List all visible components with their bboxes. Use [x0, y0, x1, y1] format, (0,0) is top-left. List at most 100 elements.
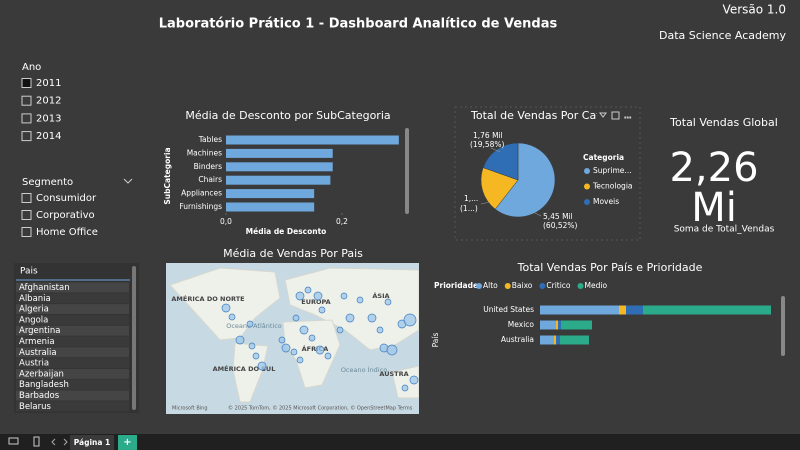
map-bubble[interactable]	[386, 344, 398, 356]
pie-slice[interactable]	[494, 142, 556, 218]
kpi-label: Soma de Total_Vendas	[674, 225, 775, 235]
map-bubble[interactable]	[221, 303, 231, 313]
bar[interactable]	[226, 148, 333, 158]
map-bubble[interactable]	[356, 296, 364, 304]
bar-segment[interactable]	[561, 320, 592, 330]
map-bubble[interactable]	[304, 286, 312, 294]
bar-segment[interactable]	[619, 305, 626, 315]
bar-segment[interactable]	[643, 305, 771, 315]
list-row	[16, 358, 129, 369]
bar-segment[interactable]	[626, 305, 643, 315]
map-bubble[interactable]	[324, 352, 332, 360]
map-brand: Microsoft Bing	[172, 406, 208, 412]
tab-label[interactable]: Página 1	[74, 438, 111, 447]
map-bubble[interactable]	[340, 292, 348, 300]
mobile-icon[interactable]	[33, 436, 40, 447]
slicer-option[interactable]: Home Office	[36, 227, 98, 238]
desktop-icon[interactable]	[8, 437, 19, 445]
checkbox[interactable]	[21, 227, 32, 237]
map-bubble[interactable]	[299, 325, 309, 335]
map-bubble[interactable]	[409, 375, 419, 385]
map-bubble[interactable]	[296, 356, 304, 364]
bar-segment[interactable]	[556, 335, 560, 345]
bar-segment[interactable]	[540, 305, 619, 315]
chevron[interactable]	[123, 178, 133, 184]
slicer-option[interactable]: Armenia	[19, 337, 55, 347]
map-bubble[interactable]	[246, 320, 254, 328]
map-bubble[interactable]	[313, 291, 323, 301]
slicer-option[interactable]: Azerbaijan	[19, 369, 64, 379]
slicer-option[interactable]: 2013	[36, 113, 61, 124]
map-bubble[interactable]	[295, 291, 305, 301]
checkbox[interactable]	[21, 131, 32, 142]
scrollbar[interactable]	[405, 128, 409, 214]
visual-toolbar[interactable]: …	[599, 111, 632, 121]
tab[interactable]	[70, 435, 114, 450]
bar[interactable]	[226, 162, 333, 172]
map-bubble[interactable]	[290, 348, 298, 356]
pie-slice[interactable]	[482, 142, 519, 181]
slicer-option[interactable]: Algeria	[19, 305, 49, 315]
map-bubble[interactable]	[345, 313, 355, 323]
slicer-option[interactable]: Corporativo	[36, 210, 95, 221]
slicer-option[interactable]: 2014	[36, 131, 61, 142]
data-label: (60,52%)	[543, 221, 578, 230]
map-bubble[interactable]	[252, 352, 260, 360]
scrollbar[interactable]	[781, 296, 785, 356]
map-bubble[interactable]	[257, 361, 267, 371]
slicer-option[interactable]: Angola	[19, 315, 48, 325]
map-bubble[interactable]	[278, 336, 286, 344]
pie-slice[interactable]	[480, 167, 519, 210]
nav-arrows[interactable]	[51, 438, 68, 446]
add-tab-label[interactable]: +	[123, 437, 131, 448]
legend-label: Tecnologia	[592, 182, 633, 191]
map-bubble[interactable]	[281, 343, 291, 353]
map-bubble[interactable]	[336, 326, 344, 334]
bar-segment[interactable]	[560, 335, 589, 345]
map-bubble[interactable]	[318, 306, 326, 314]
kpi-value: 2,26	[669, 145, 758, 191]
checkbox[interactable]	[21, 95, 32, 106]
map-bubble[interactable]	[308, 334, 316, 342]
scrollbar[interactable]	[132, 266, 136, 410]
y-axis-label: SubCategoria	[163, 147, 172, 204]
checkbox[interactable]	[21, 78, 32, 88]
slicer-option[interactable]: Afghanistan	[19, 283, 70, 293]
bar[interactable]	[226, 202, 315, 212]
bar[interactable]	[226, 175, 331, 185]
slicer-option[interactable]: Austria	[19, 359, 49, 369]
map-bubble[interactable]	[248, 342, 256, 350]
slicer-option[interactable]: Australia	[19, 348, 57, 358]
map-bubble[interactable]	[235, 335, 245, 345]
map-bubble[interactable]	[401, 384, 409, 392]
map-bubble[interactable]	[376, 326, 384, 334]
map[interactable]	[166, 263, 419, 414]
bar-segment[interactable]	[558, 320, 561, 330]
checkbox[interactable]	[21, 210, 32, 220]
slicer-option[interactable]: Albania	[19, 294, 51, 304]
slicer-option[interactable]: Consumidor	[36, 193, 97, 204]
bar-segment[interactable]	[556, 320, 558, 330]
bar[interactable]	[226, 189, 315, 199]
map-bubble[interactable]	[228, 313, 236, 321]
bar-segment[interactable]	[540, 335, 554, 345]
add-tab[interactable]	[118, 435, 137, 450]
map-bubble[interactable]	[403, 313, 417, 327]
slicer-option[interactable]: 2012	[36, 96, 61, 107]
slicer-option[interactable]: 2011	[36, 78, 61, 89]
list-row	[16, 401, 129, 412]
slicer-option[interactable]: Argentina	[19, 326, 60, 336]
bar-segment[interactable]	[554, 335, 556, 345]
checkbox[interactable]	[21, 193, 32, 203]
slicer-option[interactable]: Belarus	[19, 402, 52, 412]
map-bubble[interactable]	[384, 298, 392, 306]
map-bubble[interactable]	[292, 314, 300, 322]
version: Versão 1.0	[723, 3, 786, 17]
map-bubble[interactable]	[315, 345, 325, 355]
slicer-option[interactable]: Barbados	[19, 391, 60, 401]
checkbox[interactable]	[21, 113, 32, 124]
map-bubble[interactable]	[367, 313, 377, 323]
bar-segment[interactable]	[540, 320, 556, 330]
bar[interactable]	[226, 135, 399, 145]
slicer-option[interactable]: Bangladesh	[19, 380, 69, 390]
